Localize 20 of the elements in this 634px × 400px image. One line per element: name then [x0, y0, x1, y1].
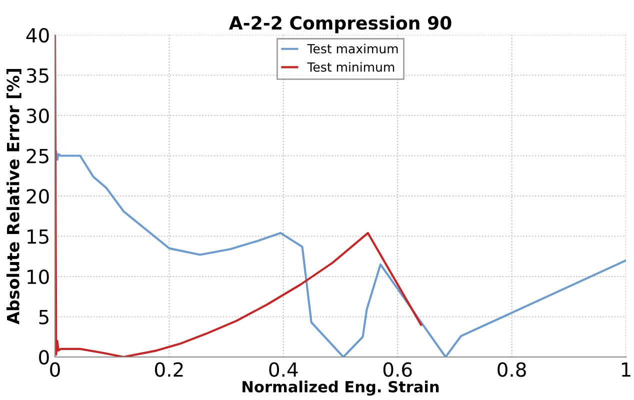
y-tick-label: 40	[26, 28, 49, 43]
x-tick-label: 0.8	[498, 362, 526, 377]
y-axis-title: Absolute Relative Error [%]	[6, 69, 22, 324]
x-tick-label: 0.6	[383, 362, 412, 377]
y-tick-label: 30	[26, 108, 49, 124]
x-tick-label: 0	[50, 362, 60, 377]
x-tick-label: 0.4	[269, 362, 298, 377]
y-tick-label: 0	[39, 350, 49, 365]
y-tick-label: 25	[26, 148, 48, 164]
y-tick-label: 10	[28, 269, 49, 284]
y-tick-label: 15	[28, 229, 48, 244]
legend-label: Test maximum	[307, 44, 398, 54]
chart-title: A-2-2 Compression 90	[228, 16, 452, 34]
y-tick-label: 5	[39, 310, 48, 324]
legend-label: Test minimum	[307, 62, 394, 72]
x-tick-label: 0.2	[155, 362, 183, 377]
y-tick-label: 35	[26, 68, 48, 83]
x-axis-title: Normalized Eng. Strain	[242, 380, 439, 396]
y-tick-label: 20	[26, 188, 49, 204]
x-tick-label: 1	[622, 362, 630, 377]
